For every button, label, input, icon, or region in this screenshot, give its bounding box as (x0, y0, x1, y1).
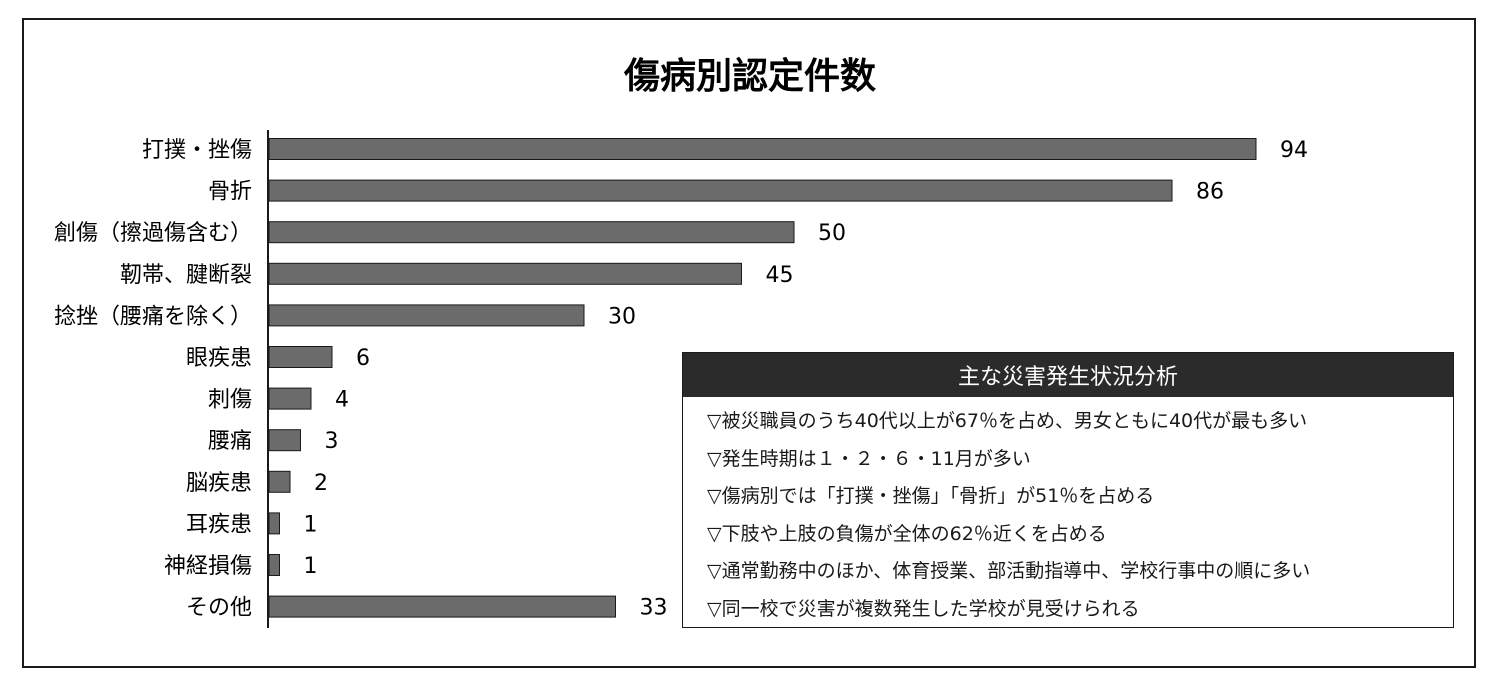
category-label: 捻挫（腰痛を除く） (54, 304, 252, 329)
summary-item: ▽下肢や上肢の負傷が全体の62％近くを占める (707, 522, 1107, 545)
value-label: 3 (325, 429, 339, 454)
value-label: 86 (1196, 180, 1224, 205)
category-label: 創傷（擦過傷含む） (54, 221, 252, 246)
summary-item: ▽発生時期は１・２・６・11月が多い (707, 447, 1031, 470)
bar (268, 221, 795, 244)
summary-heading: 主な災害発生状況分析 (683, 353, 1453, 397)
category-label: 腰痛 (208, 429, 252, 454)
value-label: 1 (304, 512, 318, 537)
category-label: 神経損傷 (164, 554, 252, 579)
category-label: 眼疾患 (186, 346, 252, 371)
bar (268, 179, 1173, 202)
summary-item: ▽被災職員のうち40代以上が67％を占め、男女ともに40代が最も多い (707, 410, 1308, 432)
value-label: 33 (640, 596, 668, 621)
category-label: その他 (186, 596, 252, 621)
summary-item: ▽同一校で災害が複数発生した学校が見受けられる (707, 597, 1140, 620)
category-label: 靭帯、腱断裂 (120, 263, 252, 288)
bar (268, 512, 280, 535)
bar (268, 595, 616, 618)
category-label: 耳疾患 (186, 512, 252, 537)
bar (268, 387, 312, 410)
bar (268, 304, 585, 327)
category-label: 骨折 (208, 180, 252, 205)
bar (268, 262, 742, 285)
category-label: 脳疾患 (186, 471, 252, 496)
bar (268, 138, 1257, 160)
category-label: 刺傷 (208, 388, 252, 413)
value-label: 30 (608, 304, 636, 329)
bar (268, 470, 291, 493)
value-label: 1 (304, 554, 318, 579)
bar (268, 429, 301, 452)
chart-frame (22, 18, 1476, 668)
summary-item: ▽傷病別では「打撲・挫傷」「骨折」が51％を占める (707, 485, 1155, 507)
bar (268, 346, 333, 368)
value-label: 2 (314, 471, 328, 496)
chart-title: 傷病別認定件数 (623, 56, 876, 97)
value-label: 45 (766, 263, 794, 288)
value-label: 4 (335, 388, 349, 413)
value-label: 6 (356, 346, 370, 371)
summary-item: ▽通常勤務中のほか、体育授業、部活動指導中、学校行事中の順に多い (707, 560, 1311, 582)
summary-list: ▽被災職員のうち40代以上が67％を占め、男女ともに40代が最も多い ▽発生時期… (683, 397, 1453, 628)
value-label: 94 (1280, 138, 1308, 163)
summary-box: 主な災害発生状況分析 ▽被災職員のうち40代以上が67％を占め、男女ともに40代… (682, 352, 1454, 628)
bar (268, 554, 280, 576)
value-label: 50 (818, 221, 846, 246)
category-label: 打撲・挫傷 (142, 138, 252, 163)
